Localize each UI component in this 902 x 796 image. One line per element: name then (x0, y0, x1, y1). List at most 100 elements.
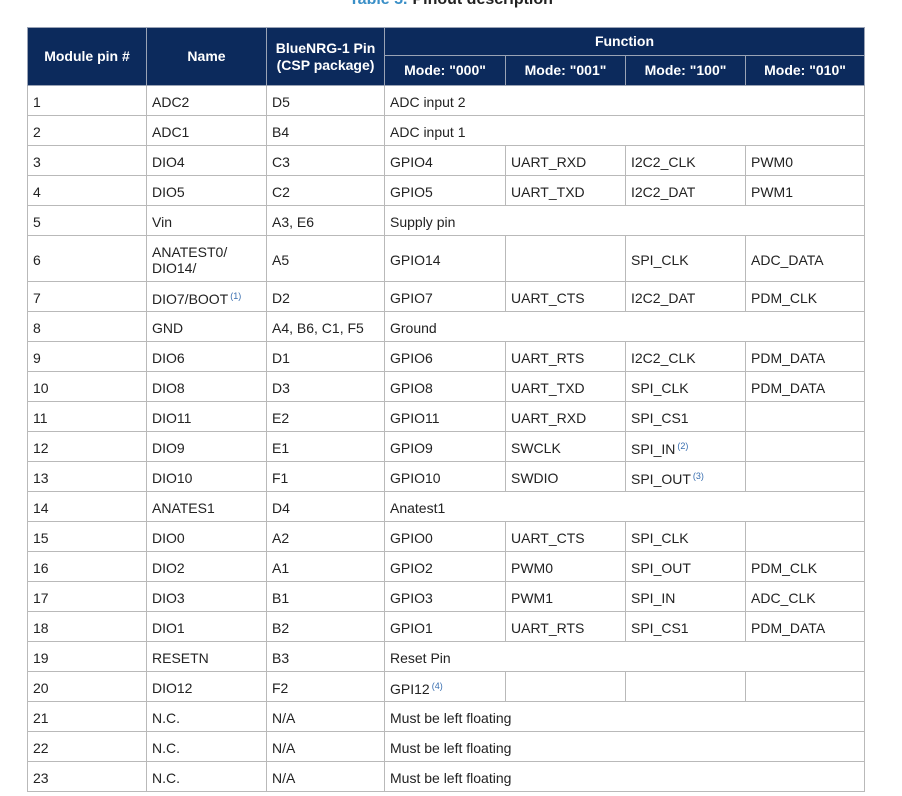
table-cell: DIO1 (146, 611, 267, 642)
table-cell: N.C. (146, 731, 267, 762)
function-cell: ADC input 2 (384, 85, 865, 116)
function-cell: GPIO8 (384, 371, 506, 402)
table-cell: DIO2 (146, 551, 267, 582)
function-cell: UART_RTS (505, 611, 626, 642)
table-cell: N.C. (146, 701, 267, 732)
mode-header: Mode: "001" (505, 55, 626, 86)
table-cell: A2 (266, 521, 385, 552)
table-cell: DIO0 (146, 521, 267, 552)
function-cell (745, 521, 865, 552)
table-cell: A5 (266, 235, 385, 282)
function-cell: UART_RTS (505, 341, 626, 372)
table-row: 21 N.C. N/A Must be left floating (27, 701, 865, 732)
table-cell: 23 (27, 761, 147, 792)
function-cell: UART_RXD (505, 401, 626, 432)
table-cell: F2 (266, 671, 385, 702)
cell-text: SPI_IN (631, 441, 676, 457)
function-cell: PWM0 (745, 145, 865, 176)
table-cell: D4 (266, 491, 385, 522)
table-cell: F1 (266, 461, 385, 492)
table-cell: 16 (27, 551, 147, 582)
function-cell: SPI_CLK (625, 521, 746, 552)
function-cell: Ground (384, 311, 865, 342)
table-cell: RESETN (146, 641, 267, 672)
table-cell: N.C. (146, 761, 267, 792)
function-cell: ADC_DATA (745, 235, 865, 282)
table-cell: B4 (266, 115, 385, 146)
table-cell: 19 (27, 641, 147, 672)
function-cell: SPI_CS1 (625, 401, 746, 432)
function-cell: PDM_DATA (745, 371, 865, 402)
function-cell: GPI12 (4) (384, 671, 506, 702)
table-cell: 3 (27, 145, 147, 176)
table-cell: E1 (266, 431, 385, 462)
table-cell: B1 (266, 581, 385, 612)
table-cell: C3 (266, 145, 385, 176)
table-cell: 10 (27, 371, 147, 402)
table-cell: DIO4 (146, 145, 267, 176)
header-cell: Function (384, 27, 865, 56)
table-row: 10 DIO8 D3 GPIO8 UART_TXD SPI_CLK PDM_DATA (27, 371, 865, 402)
function-cell: I2C2_CLK (625, 341, 746, 372)
function-cell: I2C2_CLK (625, 145, 746, 176)
table-row: 5 Vin A3, E6 Supply pin (27, 205, 865, 236)
table-cell: 8 (27, 311, 147, 342)
table-title: Table 5. Pinout description (0, 0, 902, 9)
function-cell: SPI_IN (2) (625, 431, 746, 462)
table-cell: ANATEST0/DIO14/ (146, 235, 267, 282)
function-cell: GPIO0 (384, 521, 506, 552)
table-cell: ADC1 (146, 115, 267, 146)
function-cell (625, 671, 746, 702)
table-cell: 4 (27, 175, 147, 206)
function-cell: Must be left floating (384, 731, 865, 762)
table-cell: 1 (27, 85, 147, 116)
table-row: 4 DIO5 C2 GPIO5 UART_TXD I2C2_DAT PWM1 (27, 175, 865, 206)
footnote-ref: (1) (230, 291, 242, 301)
table-cell: DIO5 (146, 175, 267, 206)
table-row: 3 DIO4 C3 GPIO4 UART_RXD I2C2_CLK PWM0 (27, 145, 865, 176)
function-cell (505, 671, 626, 702)
cell-text: SPI_OUT (631, 471, 691, 487)
mode-header: Mode: "000" (384, 55, 506, 86)
function-cell: SPI_OUT (625, 551, 746, 582)
function-cell: SPI_IN (625, 581, 746, 612)
table-cell: DIO6 (146, 341, 267, 372)
table-cell: DIO9 (146, 431, 267, 462)
table-cell: A1 (266, 551, 385, 582)
function-cell (745, 461, 865, 492)
table-header: Module pin # Name BlueNRG-1 Pin (CSP pack… (27, 27, 865, 86)
table-cell: 22 (27, 731, 147, 762)
function-cell: GPIO2 (384, 551, 506, 582)
table-row: 23 N.C. N/A Must be left floating (27, 761, 865, 792)
cell-line: DIO14/ (152, 259, 197, 276)
table-cell: A4, B6, C1, F5 (266, 311, 385, 342)
function-cell: GPIO9 (384, 431, 506, 462)
function-cell: GPIO3 (384, 581, 506, 612)
function-cell: SPI_CS1 (625, 611, 746, 642)
table-cell: D5 (266, 85, 385, 116)
header-row: Mode: "000" Mode: "001" Mode: "100" Mode: "… (28, 55, 865, 86)
mode-header: Mode: "010" (745, 55, 865, 86)
function-cell: SPI_CLK (625, 235, 746, 282)
function-cell: GPIO14 (384, 235, 506, 282)
table-cell: DIO10 (146, 461, 267, 492)
table-row: 8 GND A4, B6, C1, F5 Ground (27, 311, 865, 342)
function-cell: SPI_OUT (3) (625, 461, 746, 492)
function-cell: PWM1 (745, 175, 865, 206)
function-cell: ADC_CLK (745, 581, 865, 612)
function-cell: GPIO1 (384, 611, 506, 642)
function-cell: GPIO5 (384, 175, 506, 206)
function-cell: Must be left floating (384, 701, 865, 732)
function-cell: PDM_DATA (745, 341, 865, 372)
function-cell: GPIO11 (384, 401, 506, 432)
table-cell: DIO11 (146, 401, 267, 432)
function-cell: I2C2_DAT (625, 175, 746, 206)
header-cell: BlueNRG-1 Pin (CSP package) (266, 27, 385, 86)
footnote-ref: (3) (692, 471, 704, 481)
table-cell: 20 (27, 671, 147, 702)
function-cell: Anatest1 (384, 491, 865, 522)
function-cell: UART_TXD (505, 371, 626, 402)
table-cell: N/A (266, 761, 385, 792)
function-cell: GPIO10 (384, 461, 506, 492)
function-cell: PDM_CLK (745, 551, 865, 582)
